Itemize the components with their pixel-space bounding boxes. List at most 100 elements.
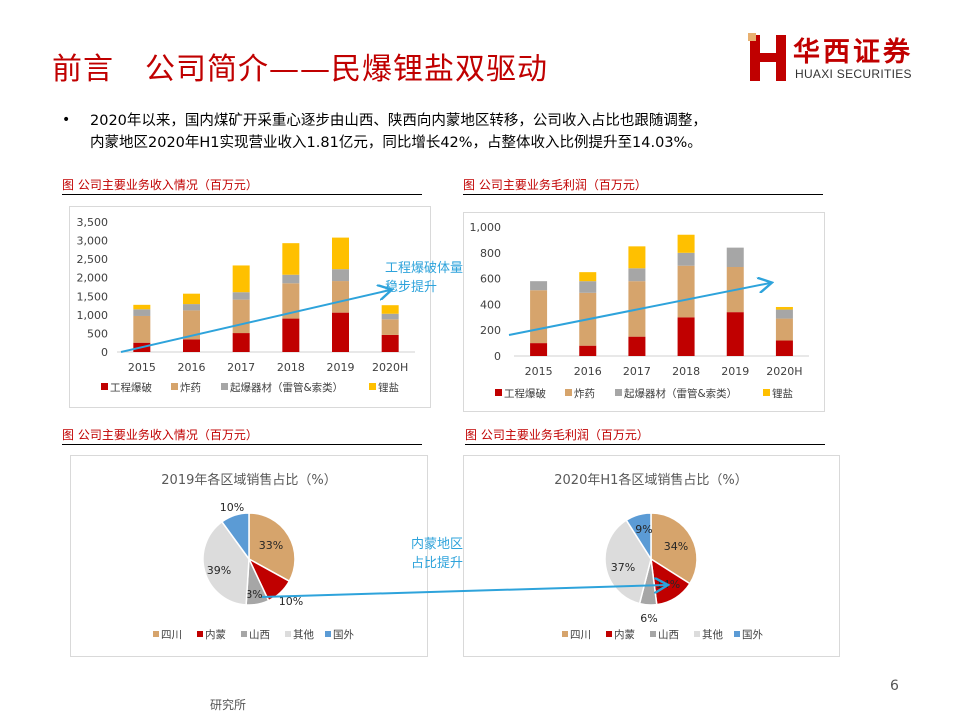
legend-swatch (615, 389, 622, 396)
pie-slice (625, 512, 652, 562)
bar-segment (775, 318, 793, 341)
bar-segment (775, 340, 793, 356)
caption-underline (62, 444, 422, 445)
page-title: 前言 公司简介——民爆锂盐双驱动 (52, 52, 548, 87)
y-tick-label: 400 (480, 298, 501, 311)
pie-2019-panel: 2019年各区域销售占比（%） 33% 10% 8% 39% 10% 四川 内蒙 山西 其他 国外 (70, 455, 428, 657)
profit-bar-chart: 0 200 400 600 800 1,000 2015 2016 2017 2018 2019 20… (470, 221, 809, 400)
pie-2020-panel: 2020年H1各区域销售占比（%） 34% 14% 6% 37% 9% 四川 内蒙 山西 其他 国外 (463, 455, 840, 657)
bar-segment (381, 319, 399, 335)
legend-swatch (562, 631, 568, 637)
x-tick-label: 2017 (227, 361, 255, 374)
bar-segment (183, 310, 200, 340)
bar-segment (332, 281, 349, 313)
profit-bar-panel: 0 200 400 600 800 1,000 2015 2016 2017 2018 2019 20… (463, 212, 825, 412)
caption-pie-2019: 图 公司主要业务收入情况（百万元） (62, 428, 258, 442)
y-tick-label: 600 (480, 273, 501, 286)
bar-segment (381, 305, 399, 314)
legend-label: 工程爆破 (504, 387, 546, 400)
bar-segment (628, 281, 646, 337)
bar-segment (183, 339, 200, 352)
bar-segment (628, 268, 646, 282)
legend-label: 炸药 (574, 388, 595, 400)
bar-segment (282, 274, 300, 284)
bar-segment (677, 265, 695, 318)
revenue-bar-panel: 0 500 1,000 1,500 2,000 2,500 3,000 3,500 2015 20… (69, 206, 431, 408)
x-tick-label: 2019 (327, 361, 355, 374)
bar-segment (232, 292, 250, 300)
bar-segment (381, 334, 399, 352)
bar-segment (381, 313, 399, 320)
legend-label: 锂盐 (378, 381, 399, 394)
page-number: 6 (890, 678, 899, 694)
caption-underline (62, 194, 422, 195)
bullet-line-2: 内蒙地区2020年H1实现营业收入1.81亿元，同比增长42%，占整体收入比例提… (90, 135, 702, 151)
bar-segment (133, 309, 151, 316)
legend-label: 四川 (570, 629, 591, 641)
bar-segment (282, 318, 300, 352)
legend-swatch (606, 631, 612, 637)
caption-revenue-bar: 图 公司主要业务收入情况（百万元） (62, 178, 258, 192)
y-tick-label: 3,500 (77, 216, 109, 229)
pie-slice (248, 512, 296, 583)
legend-swatch (153, 631, 159, 637)
bar-segment (628, 336, 646, 356)
x-tick-label: 2015 (128, 361, 156, 374)
legend-label: 起爆器材（雷管&索类） (230, 381, 343, 394)
y-tick-label: 0 (494, 350, 501, 363)
x-tick-label: 2020H (372, 361, 408, 374)
legend-swatch (101, 383, 108, 390)
bar-segment (232, 265, 250, 293)
bar-segment (133, 342, 151, 352)
huaxi-logo-icon (748, 33, 786, 81)
bar-segment (530, 281, 548, 291)
pie-value-label: 34% (664, 540, 688, 553)
bar-segment (677, 317, 695, 356)
legend-label: 国外 (333, 629, 354, 641)
legend-swatch (197, 631, 203, 637)
y-tick-label: 800 (480, 247, 501, 260)
pie-slice (202, 520, 250, 606)
y-tick-label: 2,500 (77, 253, 109, 266)
legend-swatch (495, 389, 502, 396)
y-tick-label: 3,000 (77, 235, 109, 248)
legend-label: 国外 (742, 629, 763, 641)
caption-profit-bar: 图 公司主要业务毛利润（百万元） (463, 178, 647, 192)
x-tick-label: 2019 (721, 365, 749, 378)
bar-segment (579, 292, 597, 346)
x-tick-label: 2018 (277, 361, 305, 374)
legend-label: 山西 (658, 629, 679, 641)
pie-title: 2019年各区域销售占比（%） (161, 472, 336, 488)
legend-label: 四川 (161, 629, 182, 641)
bullet-line-1: 2020年以来，国内煤矿开采重心逐步由山西、陕西向内蒙地区转移，公司收入占比也跟… (90, 113, 707, 129)
bar-segment (677, 234, 695, 253)
pie-chart-2020: 2020年H1各区域销售占比（%） 34% 14% 6% 37% 9% 四川 内蒙 山西 其他 国外 (554, 472, 763, 641)
bar-segment (183, 304, 200, 311)
legend-swatch (369, 383, 376, 390)
bar-segment (530, 290, 548, 344)
bar-segment (232, 333, 250, 352)
y-tick-label: 0 (101, 346, 108, 359)
x-tick-label: 2015 (525, 365, 553, 378)
x-tick-label: 2016 (574, 365, 602, 378)
caption-underline (465, 444, 825, 445)
pie-value-label: 9% (635, 523, 652, 536)
bar-segment (726, 247, 744, 267)
bar-segment (332, 312, 349, 352)
bar-segment (133, 315, 151, 343)
bar-segment (232, 299, 250, 334)
pie-value-label: 10% (220, 501, 244, 514)
bullet-text: 2020年以来，国内煤矿开采重心逐步由山西、陕西向内蒙地区转移，公司收入占比也跟… (90, 110, 910, 154)
legend-label: 山西 (249, 629, 270, 641)
bar-segment (726, 266, 744, 313)
legend-swatch (221, 383, 228, 390)
bar-segment (579, 281, 597, 293)
x-tick-label: 2020H (766, 365, 802, 378)
pie-slice (220, 512, 250, 562)
pie-value-label: 33% (259, 539, 283, 552)
bar-segment (282, 243, 300, 275)
bar-segment (628, 246, 646, 269)
x-tick-label: 2018 (672, 365, 700, 378)
y-tick-label: 1,500 (77, 290, 109, 303)
y-tick-label: 1,000 (77, 309, 109, 322)
